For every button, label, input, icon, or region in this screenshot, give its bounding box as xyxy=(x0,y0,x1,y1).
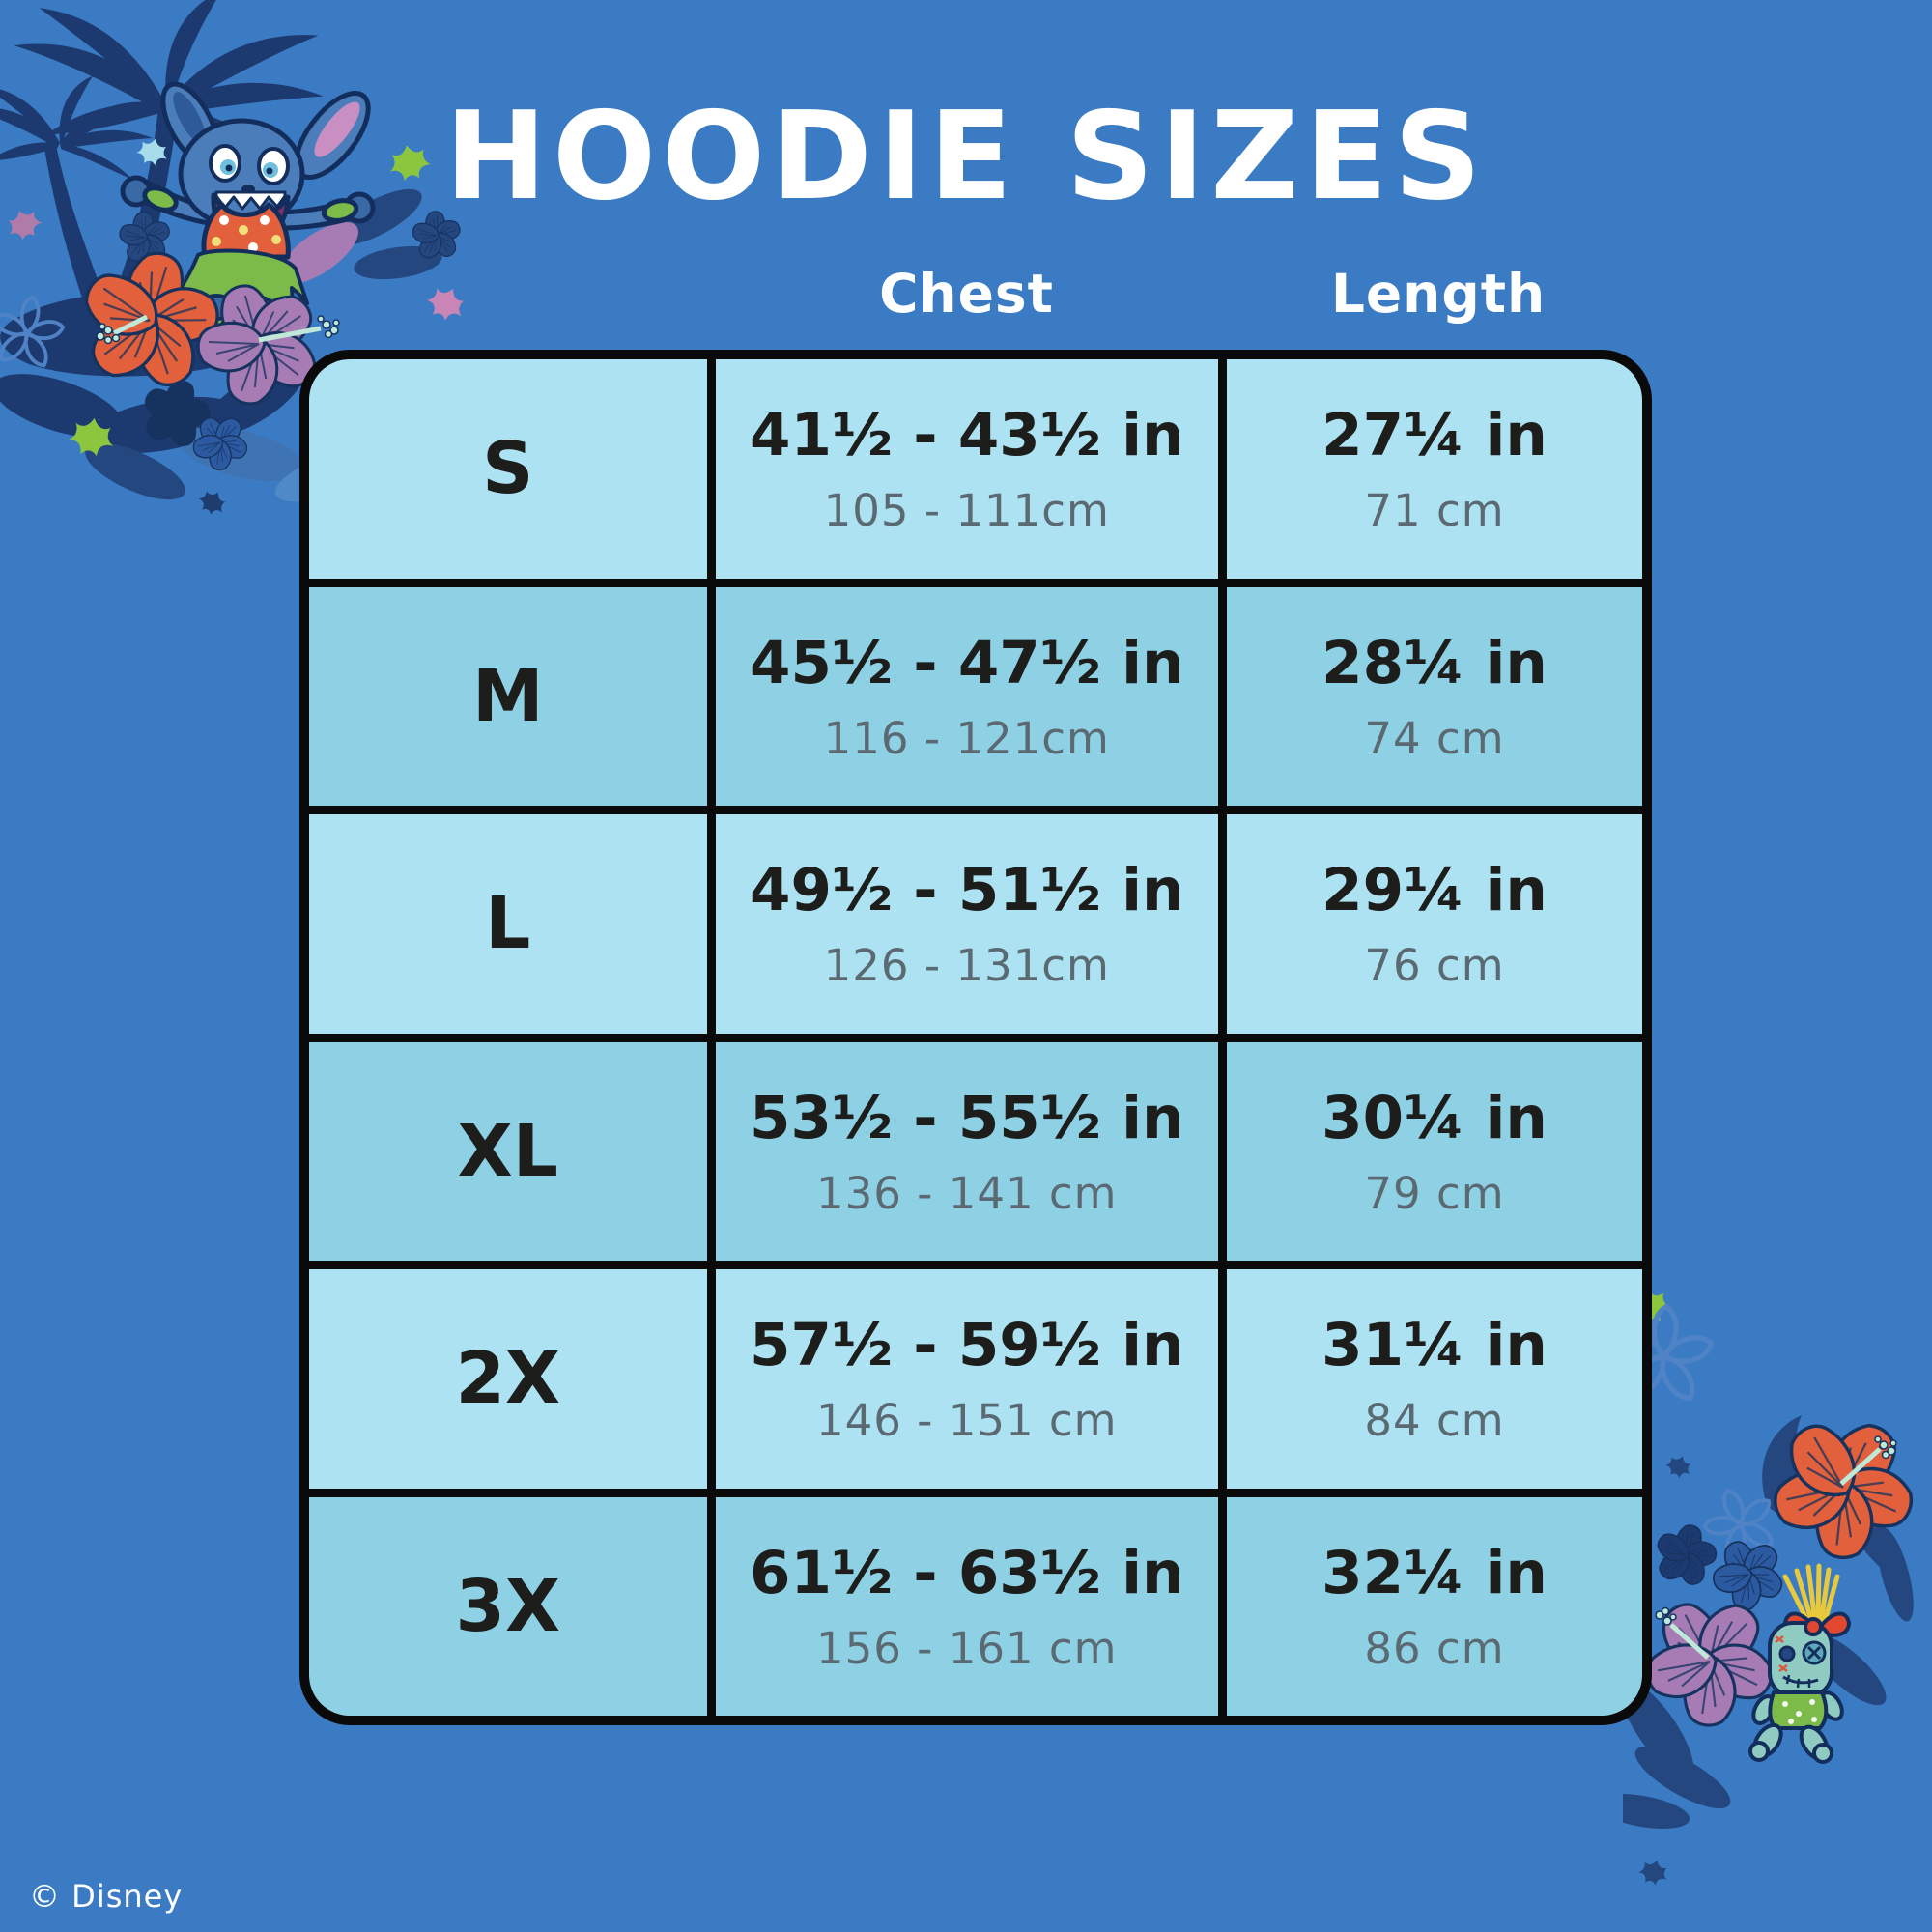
accent-flower-icon xyxy=(422,280,470,327)
chest-centimeters: 136 - 141 cm xyxy=(815,1167,1118,1219)
accent-flower-icon xyxy=(1838,1423,1885,1467)
hibiscus-silhouette-icon xyxy=(128,368,221,461)
chest-inches: 49½ - 51½ in xyxy=(750,856,1184,925)
chest-inches: 41½ - 43½ in xyxy=(750,401,1184,470)
chest-cell: 53½ - 55½ in 136 - 141 cm xyxy=(715,1041,1218,1261)
size-label: XL xyxy=(457,1109,558,1193)
plumeria-outline-icon xyxy=(1692,1478,1787,1571)
chest-centimeters: 116 - 121cm xyxy=(823,712,1110,764)
length-cell: 31¼ in 84 cm xyxy=(1226,1269,1642,1489)
chest-inches: 53½ - 55½ in xyxy=(750,1083,1184,1152)
column-header-chest: Chest xyxy=(879,263,1054,325)
size-cell: 2X xyxy=(309,1269,707,1489)
length-centimeters: 74 cm xyxy=(1364,712,1505,764)
length-inches: 27¼ in xyxy=(1321,401,1548,470)
size-label: L xyxy=(485,882,531,966)
chest-cell: 49½ - 51½ in 126 - 131cm xyxy=(715,814,1218,1034)
length-inches: 29¼ in xyxy=(1321,856,1548,925)
size-cell: XL xyxy=(309,1041,707,1261)
size-cell: L xyxy=(309,814,707,1034)
length-inches: 28¼ in xyxy=(1321,628,1548,697)
chest-cell: 61½ - 63½ in 156 - 161 cm xyxy=(715,1496,1218,1716)
length-cell: 32¼ in 86 cm xyxy=(1226,1496,1642,1716)
length-cell: 30¼ in 79 cm xyxy=(1226,1041,1642,1261)
length-cell: 28¼ in 74 cm xyxy=(1226,586,1642,806)
page-title: HOODIE SIZES xyxy=(444,85,1488,227)
hibiscus-silhouette-icon xyxy=(1643,1515,1727,1598)
chest-centimeters: 105 - 111cm xyxy=(823,485,1110,537)
scrump-doll-icon xyxy=(1748,1563,1851,1764)
chest-centimeters: 126 - 131cm xyxy=(823,940,1110,992)
copyright-notice: © Disney xyxy=(29,1878,184,1915)
chest-cell: 41½ - 43½ in 105 - 111cm xyxy=(715,359,1218,579)
orange-hibiscus-icon xyxy=(57,234,239,412)
length-cell: 27¼ in 71 cm xyxy=(1226,359,1642,579)
length-cell: 29¼ in 76 cm xyxy=(1226,814,1642,1034)
size-chart-table: S 41½ - 43½ in 105 - 111cm 27¼ in 71 cm M 45… xyxy=(299,350,1652,1725)
length-inches: 31¼ in xyxy=(1321,1311,1548,1380)
size-cell: M xyxy=(309,586,707,806)
size-cell: S xyxy=(309,359,707,579)
chest-cell: 45½ - 47½ in 116 - 121cm xyxy=(715,586,1218,806)
accent-flower-icon xyxy=(1635,1856,1672,1889)
length-centimeters: 76 cm xyxy=(1364,940,1505,992)
accent-flower-icon xyxy=(67,414,117,459)
chest-inches: 61½ - 63½ in xyxy=(750,1538,1184,1607)
size-label: 3X xyxy=(455,1564,561,1648)
size-cell: 3X xyxy=(309,1496,707,1716)
hibiscus-silhouette-icon xyxy=(1698,1526,1799,1626)
chest-cell: 57½ - 59½ in 146 - 151 cm xyxy=(715,1269,1218,1489)
palm-tree-icon xyxy=(0,0,324,454)
accent-flower-icon xyxy=(1662,1451,1695,1482)
scrump-doll-illustration xyxy=(1623,1285,1932,1889)
hibiscus-silhouette-icon xyxy=(180,403,261,484)
length-centimeters: 71 cm xyxy=(1364,485,1505,537)
length-centimeters: 84 cm xyxy=(1364,1395,1505,1447)
accent-flower-icon xyxy=(194,485,231,520)
length-centimeters: 79 cm xyxy=(1364,1167,1505,1219)
chest-inches: 45½ - 47½ in xyxy=(750,628,1184,697)
length-inches: 32¼ in xyxy=(1321,1538,1548,1607)
orange-hibiscus-icon xyxy=(1735,1383,1932,1595)
column-header-length: Length xyxy=(1330,263,1547,325)
length-inches: 30¼ in xyxy=(1321,1083,1548,1152)
tropical-leaves-icon xyxy=(1623,1415,1914,1829)
size-label: M xyxy=(471,654,544,738)
chest-centimeters: 156 - 161 cm xyxy=(815,1622,1118,1674)
size-label: 2X xyxy=(455,1337,561,1421)
chest-inches: 57½ - 59½ in xyxy=(750,1311,1184,1380)
length-centimeters: 86 cm xyxy=(1364,1622,1505,1674)
size-label: S xyxy=(482,427,534,511)
plumeria-outline-icon xyxy=(0,286,73,379)
chest-centimeters: 146 - 151 cm xyxy=(815,1395,1118,1447)
